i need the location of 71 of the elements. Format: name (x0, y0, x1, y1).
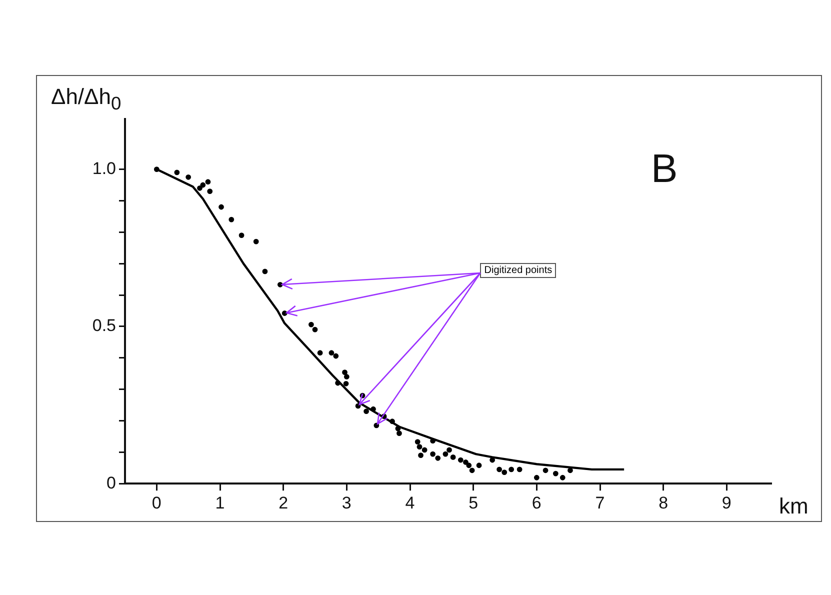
point (277, 282, 283, 288)
point (414, 439, 420, 444)
point (542, 468, 548, 474)
point (317, 350, 323, 356)
point (390, 418, 395, 424)
point (174, 170, 180, 176)
x-tick-label: 5 (468, 493, 478, 512)
annotation: Digitized points (480, 263, 556, 278)
point (342, 370, 348, 376)
y-tick-label: 0 (106, 473, 116, 492)
x-tick-label: 8 (658, 493, 668, 512)
y-tick-label: 0.5 (92, 316, 116, 336)
point (253, 238, 259, 244)
point (205, 179, 211, 185)
point (328, 350, 334, 356)
point (466, 462, 472, 468)
point (418, 452, 424, 458)
point (364, 408, 369, 414)
point (508, 466, 514, 472)
point (568, 468, 573, 474)
x-tick-label: 6 (532, 493, 542, 512)
point (395, 426, 401, 432)
point (308, 322, 314, 328)
point (534, 474, 540, 480)
point (552, 470, 558, 476)
x-tick-label: 2 (278, 493, 288, 512)
point (560, 474, 566, 480)
point (262, 268, 268, 274)
point (430, 438, 436, 444)
x-tick-label: 7 (595, 493, 605, 512)
point (200, 182, 206, 188)
point (197, 185, 202, 191)
point (502, 470, 508, 475)
point (450, 454, 456, 460)
x-tick-label: 4 (405, 493, 415, 512)
x-tick-label: 1 (215, 493, 225, 512)
point (335, 380, 340, 386)
point (186, 174, 192, 180)
point (238, 232, 244, 238)
point (416, 444, 422, 450)
x-tick-label: 3 (342, 493, 352, 512)
point (218, 204, 224, 210)
point (422, 447, 428, 453)
point (435, 455, 441, 461)
point (516, 466, 522, 472)
point (469, 468, 475, 474)
point (463, 460, 468, 465)
x-axis-title: km (779, 494, 808, 519)
point (446, 447, 452, 453)
point (355, 403, 361, 409)
point (442, 451, 448, 457)
point (343, 380, 349, 386)
point (496, 466, 502, 472)
point (344, 374, 350, 380)
point (458, 457, 464, 463)
point (312, 326, 318, 332)
point (207, 188, 213, 194)
point (430, 451, 436, 457)
point (228, 216, 234, 222)
y-tick-label: 1.0 (92, 158, 116, 178)
point (476, 462, 482, 468)
point (154, 166, 160, 172)
point (374, 422, 380, 428)
point (333, 353, 339, 359)
point (370, 406, 376, 412)
y-axis-title: Δh/Δh$_{0}$ (51, 84, 122, 114)
x-tick-label: 0 (152, 493, 162, 512)
point (396, 430, 402, 436)
x-tick-label: 9 (722, 493, 732, 512)
annotation: B (651, 147, 678, 192)
point (282, 310, 288, 316)
